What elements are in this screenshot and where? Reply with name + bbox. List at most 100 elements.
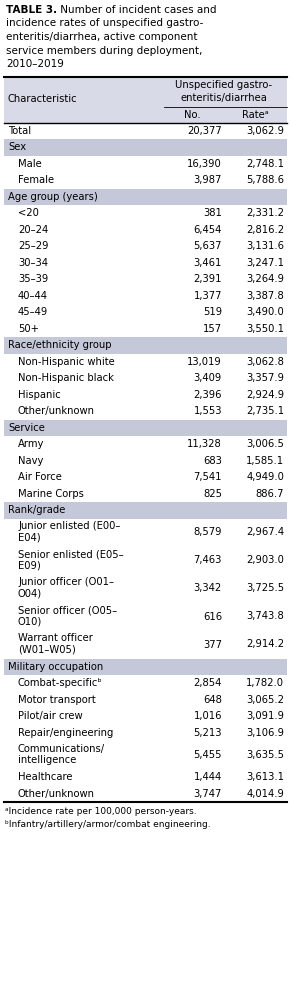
Text: 3,106.9: 3,106.9 — [246, 728, 284, 738]
Text: 7,463: 7,463 — [194, 555, 222, 565]
Text: 45–49: 45–49 — [18, 307, 48, 317]
Text: Service: Service — [8, 423, 45, 433]
Text: 5,455: 5,455 — [194, 750, 222, 760]
Text: 3,357.9: 3,357.9 — [246, 373, 284, 383]
Text: 3,550.1: 3,550.1 — [246, 324, 284, 334]
Text: Marine Corps: Marine Corps — [18, 489, 84, 498]
Text: 3,635.5: 3,635.5 — [246, 750, 284, 760]
Text: Combat-specificᵇ: Combat-specificᵇ — [18, 678, 103, 688]
Text: 377: 377 — [203, 639, 222, 649]
Bar — [4, 189, 287, 205]
Text: 886.7: 886.7 — [255, 489, 284, 498]
Text: 2,854: 2,854 — [194, 678, 222, 688]
Text: Motor transport: Motor transport — [18, 695, 96, 705]
Text: 3,247.1: 3,247.1 — [246, 258, 284, 268]
Text: 1,016: 1,016 — [194, 711, 222, 721]
Text: Navy: Navy — [18, 456, 43, 466]
Text: Healthcare: Healthcare — [18, 773, 72, 782]
Text: 35–39: 35–39 — [18, 274, 48, 284]
Text: Unspecified gastro-
enteritis/diarrhea: Unspecified gastro- enteritis/diarrhea — [175, 80, 273, 102]
Text: 2,924.9: 2,924.9 — [246, 389, 284, 400]
Text: 13,019: 13,019 — [187, 356, 222, 366]
Text: 5,788.6: 5,788.6 — [246, 175, 284, 186]
Text: 20,377: 20,377 — [187, 126, 222, 136]
Text: 3,264.9: 3,264.9 — [246, 274, 284, 284]
Text: Repair/engineering: Repair/engineering — [18, 728, 113, 738]
Text: Senior officer (O05–: Senior officer (O05– — [18, 606, 117, 616]
Text: 1,553: 1,553 — [194, 406, 222, 416]
Bar — [4, 502, 287, 518]
Text: Race/ethnicity group: Race/ethnicity group — [8, 341, 111, 351]
Text: 3,490.0: 3,490.0 — [246, 307, 284, 317]
Text: 519: 519 — [203, 307, 222, 317]
Text: 3,062.9: 3,062.9 — [246, 126, 284, 136]
Text: 648: 648 — [203, 695, 222, 705]
Text: 2,903.0: 2,903.0 — [246, 555, 284, 565]
Text: 16,390: 16,390 — [187, 159, 222, 169]
Text: E09): E09) — [18, 560, 41, 571]
Text: 3,747: 3,747 — [194, 788, 222, 798]
Text: 5,213: 5,213 — [194, 728, 222, 738]
Text: 1,585.1: 1,585.1 — [246, 456, 284, 466]
Text: 825: 825 — [203, 489, 222, 498]
Text: 683: 683 — [203, 456, 222, 466]
Text: Age group (years): Age group (years) — [8, 192, 98, 202]
Text: enteritis/diarrhea, active component: enteritis/diarrhea, active component — [6, 32, 198, 42]
Text: Characteristic: Characteristic — [8, 94, 78, 104]
Text: (W01–W05): (W01–W05) — [18, 644, 76, 654]
Text: 3,062.8: 3,062.8 — [246, 356, 284, 366]
Text: 2,967.4: 2,967.4 — [246, 527, 284, 537]
Text: 1,444: 1,444 — [194, 773, 222, 782]
Text: Male: Male — [18, 159, 42, 169]
Text: 4,014.9: 4,014.9 — [246, 788, 284, 798]
Text: No.: No. — [184, 109, 200, 119]
Text: Senior enlisted (E05–: Senior enlisted (E05– — [18, 549, 124, 559]
Text: 3,387.8: 3,387.8 — [246, 291, 284, 301]
Text: 2,396: 2,396 — [194, 389, 222, 400]
Text: 3,091.9: 3,091.9 — [246, 711, 284, 721]
Text: 3,987: 3,987 — [194, 175, 222, 186]
Text: 2,331.2: 2,331.2 — [246, 209, 284, 218]
Text: 50+: 50+ — [18, 324, 39, 334]
Text: <20: <20 — [18, 209, 39, 218]
Text: intelligence: intelligence — [18, 755, 76, 765]
Text: 11,328: 11,328 — [187, 439, 222, 449]
Text: Military occupation: Military occupation — [8, 661, 103, 671]
Text: Total: Total — [8, 126, 31, 136]
Text: 30–34: 30–34 — [18, 258, 48, 268]
Text: 3,409: 3,409 — [194, 373, 222, 383]
Text: Junior officer (O01–: Junior officer (O01– — [18, 577, 114, 587]
Text: incidence rates of unspecified gastro-: incidence rates of unspecified gastro- — [6, 19, 203, 29]
Text: TABLE 3.: TABLE 3. — [6, 5, 57, 15]
Text: 40–44: 40–44 — [18, 291, 48, 301]
Text: E04): E04) — [18, 532, 41, 542]
Bar — [4, 139, 287, 156]
Text: 2,914.2: 2,914.2 — [246, 639, 284, 649]
Text: 2,748.1: 2,748.1 — [246, 159, 284, 169]
Text: Rateᵃ: Rateᵃ — [242, 109, 268, 119]
Text: Junior enlisted (E00–: Junior enlisted (E00– — [18, 521, 120, 531]
Text: 2,816.2: 2,816.2 — [246, 224, 284, 234]
Text: 3,006.5: 3,006.5 — [246, 439, 284, 449]
Text: 2,735.1: 2,735.1 — [246, 406, 284, 416]
Text: Number of incident cases and: Number of incident cases and — [57, 5, 217, 15]
Text: ᵃIncidence rate per 100,000 person-years.: ᵃIncidence rate per 100,000 person-years… — [5, 807, 197, 816]
Text: 3,065.2: 3,065.2 — [246, 695, 284, 705]
Text: 616: 616 — [203, 612, 222, 622]
Text: Air Force: Air Force — [18, 473, 62, 483]
Text: Non-Hispanic black: Non-Hispanic black — [18, 373, 114, 383]
Text: 1,782.0: 1,782.0 — [246, 678, 284, 688]
Bar — [4, 419, 287, 436]
Text: Army: Army — [18, 439, 44, 449]
Text: Rank/grade: Rank/grade — [8, 505, 65, 515]
Text: 25–29: 25–29 — [18, 241, 49, 251]
Text: Sex: Sex — [8, 142, 26, 152]
Bar — [4, 658, 287, 675]
Text: 5,637: 5,637 — [194, 241, 222, 251]
Text: 3,461: 3,461 — [194, 258, 222, 268]
Text: 6,454: 6,454 — [194, 224, 222, 234]
Text: 20–24: 20–24 — [18, 224, 48, 234]
Text: O04): O04) — [18, 589, 42, 599]
Text: Other/unknown: Other/unknown — [18, 406, 95, 416]
Text: 7,541: 7,541 — [194, 473, 222, 483]
